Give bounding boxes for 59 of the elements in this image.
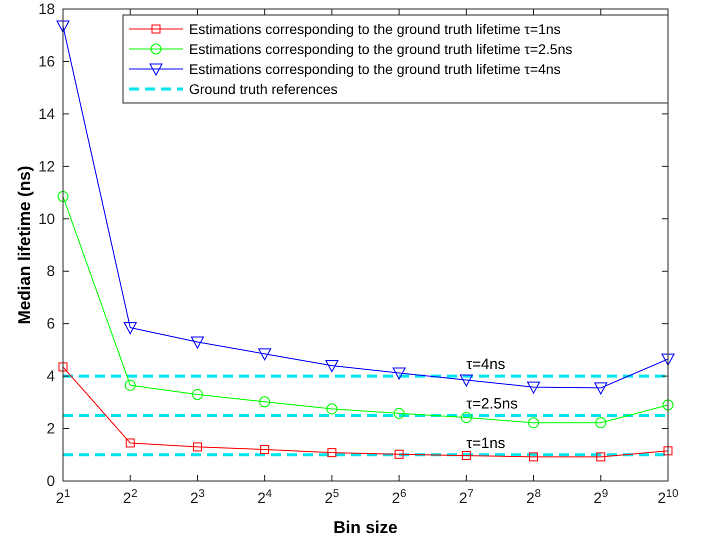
point bbox=[56, 20, 70, 33]
point bbox=[258, 348, 272, 360]
x-tick-label: 2$^{10}$ bbox=[658, 488, 678, 507]
point bbox=[58, 362, 68, 372]
point bbox=[596, 452, 606, 462]
point bbox=[528, 417, 540, 428]
point bbox=[595, 417, 606, 428]
point bbox=[662, 399, 674, 410]
point bbox=[664, 446, 672, 456]
ref-line-label: τ=2.5ns bbox=[466, 395, 518, 412]
point bbox=[460, 412, 472, 424]
y-tick-label: 12 bbox=[38, 158, 55, 176]
y-tick-label: 0 bbox=[46, 473, 55, 490]
point bbox=[325, 360, 338, 372]
y-tick-label: 4 bbox=[46, 368, 55, 386]
ref-line-label: τ=4ns bbox=[466, 356, 506, 374]
point bbox=[662, 354, 674, 366]
point bbox=[326, 403, 338, 414]
point bbox=[260, 445, 270, 454]
x-tick-label: 2$^{2}$ bbox=[122, 488, 138, 507]
point bbox=[394, 408, 405, 419]
y-tick-label: 10 bbox=[38, 210, 55, 228]
x-tick-label: 2$^{6}$ bbox=[392, 488, 406, 507]
legend-label: Estimations corresponding to the ground truth lifetime τ=4ns bbox=[189, 61, 561, 77]
point bbox=[392, 367, 406, 380]
y-tick-label: 8 bbox=[46, 263, 55, 280]
x-tick-label: 2$^{5}$ bbox=[324, 488, 340, 507]
y-tick-label: 2 bbox=[46, 420, 55, 438]
x-tick-label: 2$^{9}$ bbox=[593, 488, 608, 507]
y-axis-title: Median lifetime (ns) bbox=[15, 166, 34, 324]
point bbox=[327, 448, 336, 458]
x-tick-label: 2$^{4}$ bbox=[257, 488, 272, 507]
legend-label: Estimations corresponding to the ground truth lifetime τ=2.5ns bbox=[189, 41, 572, 57]
point bbox=[192, 388, 203, 400]
point bbox=[594, 382, 608, 394]
x-axis-title: Bin size bbox=[333, 518, 398, 537]
x-tick-label: 2$^{8}$ bbox=[526, 488, 541, 507]
x-tick-label: 2$^{3}$ bbox=[190, 488, 205, 507]
y-tick-label: 14 bbox=[38, 106, 55, 123]
y-tick-label: 6 bbox=[46, 316, 55, 333]
point bbox=[126, 438, 135, 448]
point bbox=[192, 442, 202, 452]
point bbox=[529, 452, 538, 462]
y-tick-label: 18 bbox=[38, 1, 55, 18]
point bbox=[462, 451, 471, 460]
ref-line-label: τ=1ns bbox=[466, 434, 506, 452]
annotation: Ground truth references bbox=[189, 81, 338, 97]
point bbox=[124, 322, 137, 334]
x-tick-label: 2$^{1}$ bbox=[56, 488, 70, 507]
point bbox=[58, 190, 68, 202]
point bbox=[124, 380, 136, 391]
point bbox=[190, 336, 204, 349]
point bbox=[394, 450, 404, 459]
legend-label: Estimations corresponding to the ground truth lifetime τ=1ns bbox=[189, 21, 561, 37]
point bbox=[460, 374, 473, 387]
point bbox=[259, 396, 270, 408]
x-tick-label: 2$^{7}$ bbox=[459, 488, 474, 507]
point bbox=[527, 382, 540, 394]
y-tick-label: 16 bbox=[38, 53, 55, 70]
